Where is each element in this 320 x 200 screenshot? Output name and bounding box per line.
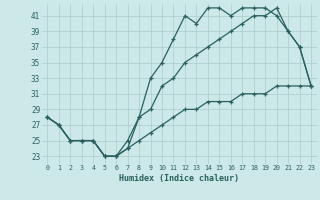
X-axis label: Humidex (Indice chaleur): Humidex (Indice chaleur) xyxy=(119,174,239,183)
